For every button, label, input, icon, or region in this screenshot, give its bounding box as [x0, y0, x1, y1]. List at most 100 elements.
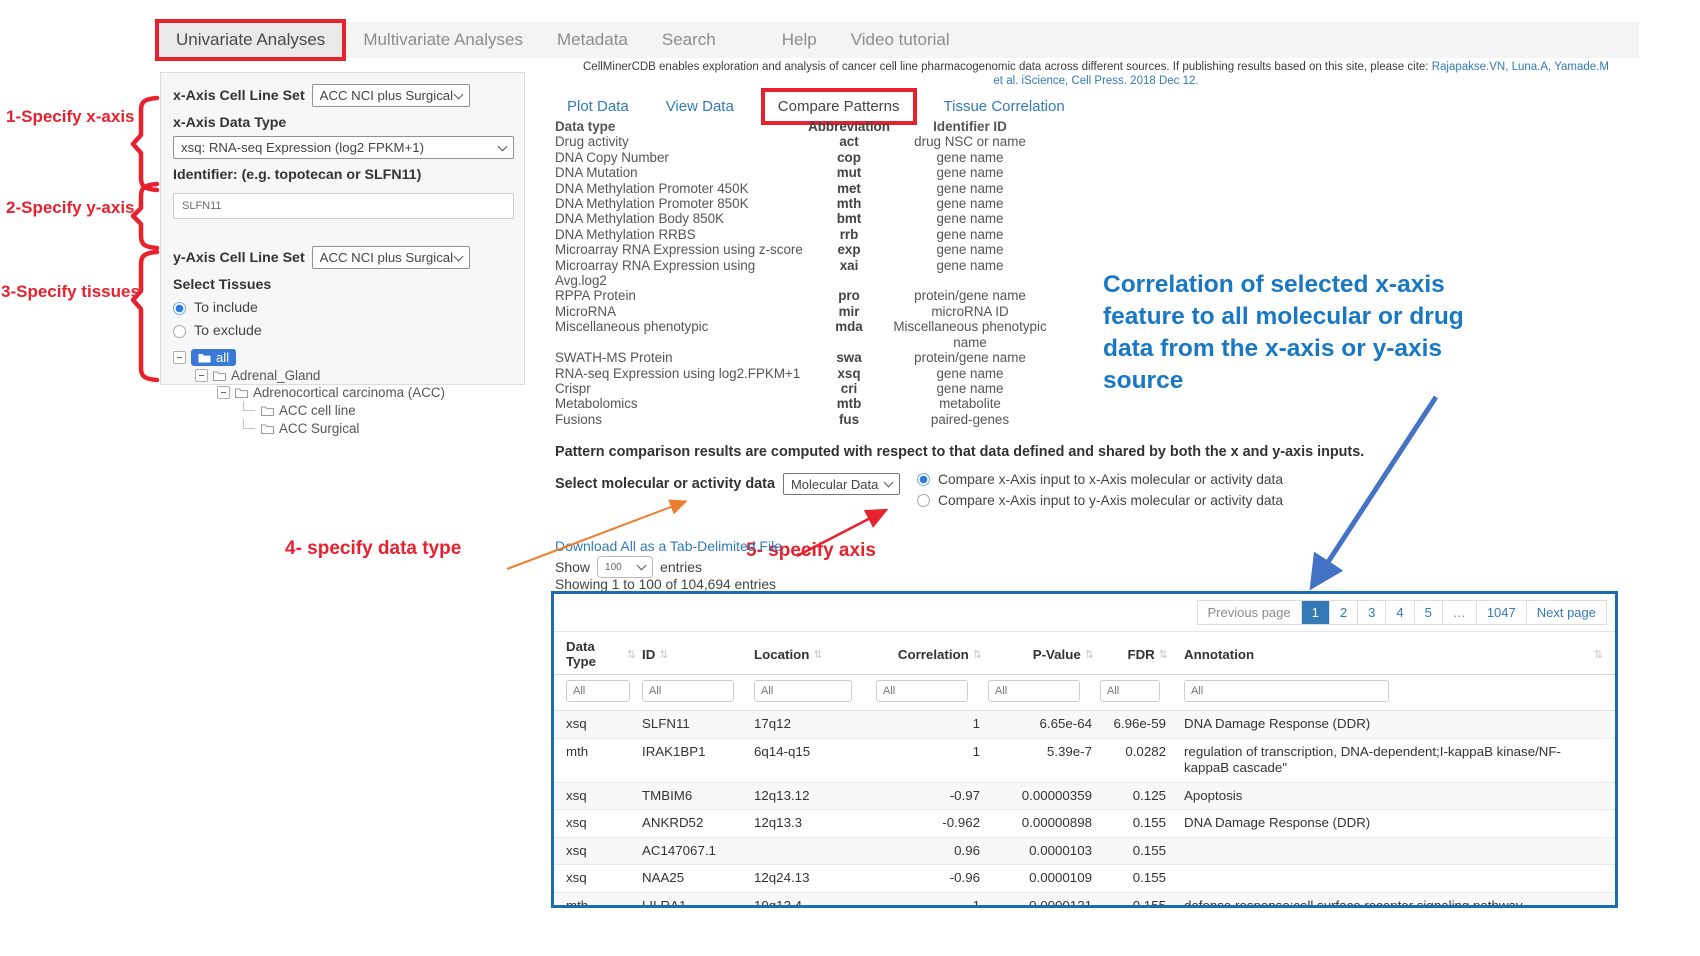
results-filter-row [554, 675, 1615, 711]
column-header-label: FDR [1127, 646, 1155, 662]
page-3[interactable]: 3 [1357, 601, 1385, 624]
datatype-cell: paired-genes [930, 411, 1010, 427]
table-cell: 5.39e-7 [1046, 743, 1092, 759]
tree-item-adrenal-gland[interactable]: Adrenal_Gland [173, 367, 512, 385]
datatype-cell: metabolite [939, 396, 1001, 412]
sort-icon[interactable]: ⇅ [1158, 648, 1168, 661]
filter-input-correlation[interactable] [876, 680, 968, 702]
download-link[interactable]: Download All as a Tab-Delimited File [555, 538, 782, 554]
filter-input-p-value[interactable] [988, 680, 1080, 702]
sort-icon[interactable]: ⇅ [659, 648, 669, 661]
subtab-compare-patterns[interactable]: Compare Patterns [760, 87, 917, 125]
column-header-fdr[interactable]: FDR ⇅ [1100, 639, 1174, 669]
molecular-data-select[interactable]: Molecular Data [782, 473, 900, 495]
blue-arrow [1309, 395, 1439, 591]
collapse-icon[interactable] [173, 351, 186, 365]
datatype-cell: Miscellaneous phenotypic name [893, 319, 1047, 350]
radio-compare-x-axis-input-to-x-axis-molecular[interactable]: Compare x-Axis input to x-Axis molecular… [917, 472, 1283, 487]
table-row[interactable]: xsq AC147067.1 0.96 0.0000103 0.155 [554, 837, 1615, 865]
page-next-page[interactable]: Next page [1525, 601, 1606, 624]
table-row[interactable]: mth IRAK1BP1 6q14-q15 1 5.39e-7 0.0282 regulat… [554, 739, 1615, 783]
folder-icon [235, 387, 248, 399]
filter-input-id[interactable] [642, 680, 734, 702]
y-cell-line-select[interactable]: ACC NCI plus Surgical [311, 246, 470, 269]
page-2[interactable]: 2 [1328, 601, 1357, 624]
table-cell: 0.0000121 [1029, 897, 1092, 908]
filter-input-fdr[interactable] [1100, 680, 1160, 702]
table-cell: AC147067.1 [642, 842, 716, 858]
page-1047[interactable]: 1047 [1475, 601, 1526, 624]
column-header-label: ID [642, 646, 656, 662]
column-header-id[interactable]: ID ⇅ [642, 639, 754, 669]
table-row[interactable]: xsq SLFN11 17q12 1 6.65e-64 6.96e-59 DNA Damag… [554, 711, 1615, 739]
table-cell: xsq [566, 815, 587, 830]
nav-tab-univariate-analyses[interactable]: Univariate Analyses [155, 19, 347, 61]
subtab-plot-data[interactable]: Plot Data [567, 97, 629, 115]
column-header-p-value[interactable]: P-Value ⇅ [988, 639, 1100, 669]
tree-item-adrenocortical-carcinoma-acc[interactable]: Adrenocortical carcinoma (ACC) [173, 384, 512, 402]
datatype-cell: DNA Mutation [555, 165, 638, 181]
table-row[interactable]: mth LILRA1 19q13.4 1 0.0000121 0.155 defense r… [554, 892, 1615, 908]
citation-link-line2[interactable]: et al. iScience, Cell Press. 2018 Dec 12… [993, 75, 1199, 87]
folder-icon [213, 370, 226, 381]
chevron-down-icon [497, 141, 508, 151]
x-data-type-select[interactable]: xsq: RNA-seq Expression (log2 FPKM+1) [173, 136, 514, 159]
sort-icon[interactable]: ⇅ [1593, 648, 1603, 661]
nav-tab-metadata[interactable]: Metadata [557, 30, 628, 49]
subtab-tissue-correlation[interactable]: Tissue Correlation [943, 97, 1065, 115]
radio-to-exclude[interactable]: To exclude [173, 323, 512, 339]
table-row[interactable]: xsq NAA25 12q24.13 -0.96 0.0000109 0.155 [554, 865, 1615, 893]
filter-input-annotation[interactable] [1184, 680, 1389, 702]
filter-cell [876, 680, 988, 702]
page-[interactable]: … [1441, 601, 1476, 624]
nav-tab-help[interactable]: Help [781, 30, 817, 49]
sort-icon[interactable]: ⇅ [626, 648, 636, 661]
sort-icon[interactable]: ⇅ [1084, 648, 1094, 661]
column-header-data-type[interactable]: Data Type ⇅ [554, 639, 642, 669]
column-header-annotation[interactable]: Annotation ⇅ [1174, 639, 1609, 669]
datatype-row: DNA Methylation Promoter 450K met gene nam… [555, 181, 1047, 196]
datatype-cell: SWATH-MS Protein [555, 350, 673, 366]
datatype-header: Identifier ID [933, 119, 1007, 134]
subtab-view-data[interactable]: View Data [665, 97, 734, 115]
filter-input-location[interactable] [754, 680, 852, 702]
tree-item-acc-cell-line[interactable]: ACC cell line [173, 401, 512, 420]
page-4[interactable]: 4 [1385, 601, 1413, 624]
identifier-input[interactable] [173, 193, 514, 219]
page-1[interactable]: 1 [1300, 601, 1329, 624]
nav-tab-search[interactable]: Search [661, 30, 716, 49]
nav-tab-video-tutorial[interactable]: Video tutorial [850, 30, 950, 49]
citation-link[interactable]: Rajapakse.VN, Luna.A, Yamade.M [1431, 61, 1609, 73]
tree-item-all[interactable]: all [173, 349, 512, 367]
table-row[interactable]: xsq TMBIM6 12q13.12 -0.97 0.00000359 0.125 Apo… [554, 782, 1615, 810]
radio-to-include[interactable]: To include [173, 300, 512, 316]
datatype-table: Data type Abbreviation Identifier ID Drug a… [555, 119, 1047, 427]
collapse-icon[interactable] [217, 386, 230, 400]
x-cell-line-select[interactable]: ACC NCI plus Surgical [311, 84, 470, 107]
datatype-cell: mut [836, 165, 862, 181]
datatype-cell: mth [836, 196, 862, 212]
table-row[interactable]: xsq ANKRD52 12q13.3 -0.962 0.00000898 0.155 DN… [554, 810, 1615, 838]
filter-input-data-type[interactable] [566, 680, 630, 702]
datatype-cell: gene name [936, 365, 1004, 381]
table-cell: DNA Damage Response (DDR) [1184, 815, 1371, 830]
sort-icon[interactable]: ⇅ [972, 648, 982, 661]
entries-count-select[interactable]: 100 [597, 556, 654, 578]
collapse-icon[interactable] [195, 368, 208, 382]
sort-icon[interactable]: ⇅ [813, 648, 823, 661]
top-nav: Univariate Analyses Multivariate Analyses… [155, 19, 1639, 61]
brace-step1 [130, 95, 160, 193]
tree-item-acc-surgical[interactable]: ACC Surgical [173, 418, 512, 437]
column-header-label: P-Value [1032, 646, 1081, 662]
nav-tab-multivariate-analyses[interactable]: Multivariate Analyses [363, 30, 523, 49]
table-cell: 1 [972, 743, 980, 759]
column-header-location[interactable]: Location ⇅ [754, 639, 876, 669]
column-header-correlation[interactable]: Correlation ⇅ [876, 639, 988, 669]
page-5[interactable]: 5 [1413, 601, 1442, 624]
datatype-row: RNA-seq Expression using log2.FPKM+1 xsq g… [555, 366, 1047, 381]
table-cell: 0.0000103 [1029, 842, 1092, 858]
radio-compare-x-axis-input-to-y-axis-molecular[interactable]: Compare x-Axis input to y-Axis molecular… [917, 493, 1283, 508]
page-previous-page[interactable]: Previous page [1207, 605, 1291, 620]
chevron-down-icon [883, 477, 894, 488]
annotation-step4: 4- specify data type [285, 538, 462, 559]
